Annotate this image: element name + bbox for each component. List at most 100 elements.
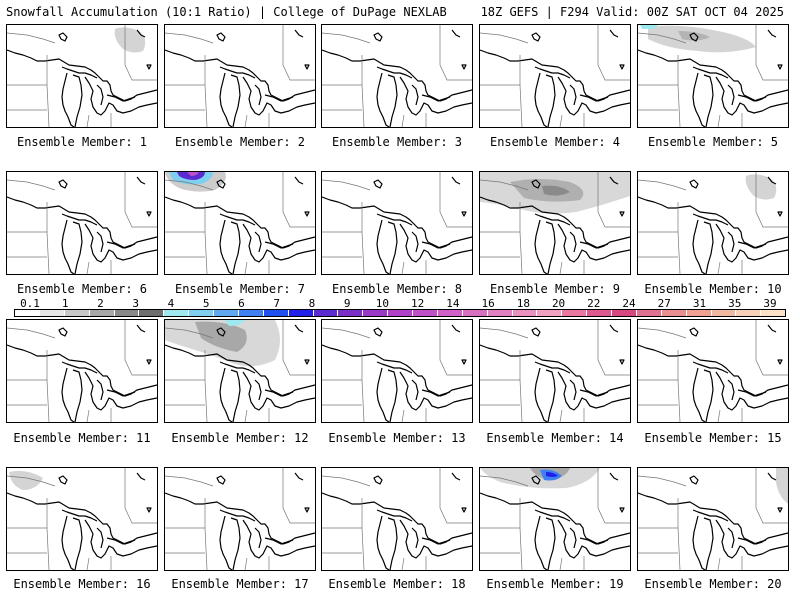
ensemble-member-label: Ensemble Member: 2 [174,135,306,149]
snowfall-map [480,25,630,127]
ensemble-map-panel [6,467,158,571]
colorbar-tick-label: 31 [692,297,707,310]
ensemble-map-panel [164,171,316,275]
colorbar-tick-label: 4 [167,297,175,310]
colorbar-swatch [89,310,115,316]
colorbar-swatch [114,310,140,316]
colorbar-tick-label: 1 [61,297,69,310]
ensemble-member-label: Ensemble Member: 5 [647,135,779,149]
colorbar-tick-label: 22 [587,297,601,310]
colorbar-swatch [238,310,264,316]
snowfall-map [638,320,788,422]
snowfall-map [7,468,157,570]
colorbar-tick-label: 2 [97,297,104,310]
colorbar-swatch [537,310,563,316]
snowfall-map [322,172,472,274]
snowfall-map [165,172,315,274]
ensemble-map-panel [321,319,473,423]
colorbar-swatch [363,310,389,316]
snowfall-map [7,320,157,422]
ensemble-member-label: Ensemble Member: 6 [16,282,148,296]
snowfall-map [165,25,315,127]
ensemble-member-label: Ensemble Member: 9 [489,282,621,296]
colorbar-tick-label: 12 [410,297,425,310]
colorbar-tick-label: 14 [446,297,460,310]
model-run-valid-time: 18Z GEFS | F294 Valid: 00Z SAT OCT 04 20… [480,5,784,19]
ensemble-member-label: Ensemble Member: 16 [13,577,151,591]
ensemble-map-panel [479,24,631,128]
ensemble-member-label: Ensemble Member: 7 [174,282,306,296]
snowfall-map [480,320,630,422]
ensemble-member-label: Ensemble Member: 10 [644,282,782,296]
colorbar-tick-label: 8 [308,297,316,310]
ensemble-member-label: Ensemble Member: 18 [328,577,466,591]
snowfall-map [638,25,788,127]
colorbar-tick-label: 6 [238,297,245,310]
snowfall-map [480,468,630,570]
ensemble-map-panel [637,319,789,423]
ensemble-member-label: Ensemble Member: 4 [489,135,621,149]
ensemble-member-label: Ensemble Member: 20 [644,577,782,591]
snowfall-map [322,25,472,127]
colorbar-swatch [338,310,364,316]
snowfall-map [165,468,315,570]
colorbar-swatch [39,310,65,316]
colorbar-swatch [736,310,762,316]
ensemble-map-panel [479,467,631,571]
colorbar-swatch [636,310,662,316]
colorbar-tick-label: 27 [657,297,671,310]
ensemble-map-panel [321,24,473,128]
colorbar-swatch [711,310,737,316]
colorbar-swatch [487,310,513,316]
colorbar-tick-label: 35 [728,297,742,310]
ensemble-map-panel [637,24,789,128]
snowfall-map [7,172,157,274]
snowfall-map [638,172,788,274]
ensemble-member-label: Ensemble Member: 17 [171,577,309,591]
ensemble-map-panel [164,319,316,423]
colorbar-tick-label: 9 [343,297,351,310]
snowfall-map [322,468,472,570]
colorbar-swatch [263,310,289,316]
colorbar-tick-label: 24 [622,297,636,310]
snowfall-map [165,320,315,422]
colorbar-tick-label: 7 [273,297,280,310]
ensemble-member-label: Ensemble Member: 8 [331,282,463,296]
colorbar-swatch [164,310,190,316]
colorbar-tick-label: 10 [375,297,389,310]
map-title: Snowfall Accumulation (10:1 Ratio) | Col… [6,5,447,19]
ensemble-map-panel [321,171,473,275]
colorbar-swatch [512,310,538,316]
ensemble-map-panel [164,24,316,128]
ensemble-member-label: Ensemble Member: 13 [328,431,466,445]
ensemble-member-label: Ensemble Member: 3 [331,135,463,149]
ensemble-map-panel [479,171,631,275]
colorbar-tick-label: 39 [763,297,777,310]
colorbar-swatch [612,310,637,316]
snowfall-map [7,25,157,127]
colorbar-swatch [64,310,90,316]
colorbar-tick-label: 16 [481,297,495,310]
ensemble-map-panel [6,24,158,128]
ensemble-map-panel [637,467,789,571]
ensemble-map-panel [479,319,631,423]
colorbar-swatch [413,310,438,316]
colorbar-tick-label: 5 [202,297,210,310]
ensemble-member-label: Ensemble Member: 15 [644,431,782,445]
colorbar-swatch [214,310,239,316]
ensemble-map-panel [6,319,158,423]
ensemble-member-label: Ensemble Member: 12 [171,431,309,445]
colorbar-tick-label: 18 [516,297,530,310]
ensemble-map-panel [637,171,789,275]
ensemble-map-panel [321,467,473,571]
snowfall-map [480,172,630,274]
ensemble-map-panel [6,171,158,275]
ensemble-member-label: Ensemble Member: 1 [16,135,148,149]
colorbar-swatch [139,310,165,316]
colorbar-swatch [288,310,314,316]
snowfall-map [638,468,788,570]
ensemble-member-label: Ensemble Member: 11 [13,431,151,445]
colorbar-tick-label: 20 [551,297,566,310]
colorbar-tick-label: 3 [132,297,140,310]
colorbar-tick-label: 0.1 [20,297,40,310]
